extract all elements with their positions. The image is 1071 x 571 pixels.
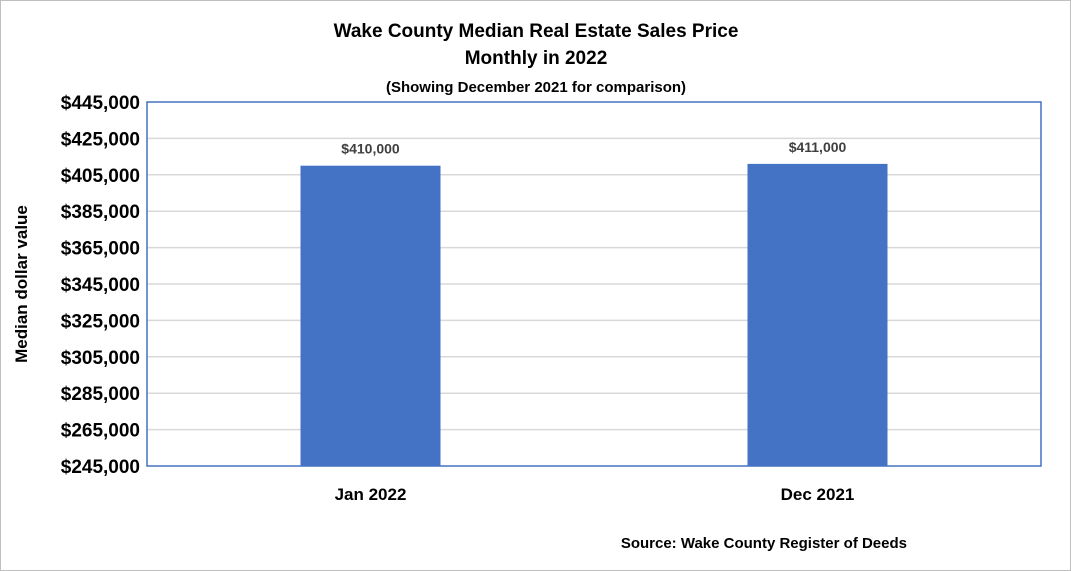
bar xyxy=(747,163,888,466)
data-label: $410,000 xyxy=(341,141,400,157)
data-label: $411,000 xyxy=(789,139,847,155)
y-tick-label: $445,000 xyxy=(61,93,140,114)
chart-title: Wake County Median Real Estate Sales Pri… xyxy=(334,21,739,42)
bar xyxy=(300,165,441,466)
y-tick-label: $305,000 xyxy=(61,348,140,369)
y-tick-label: $265,000 xyxy=(61,421,140,442)
source-note: Source: Wake County Register of Deeds xyxy=(621,535,907,552)
y-tick-label: $285,000 xyxy=(61,384,140,405)
y-tick-label: $405,000 xyxy=(61,166,140,187)
y-tick-label: $325,000 xyxy=(61,311,140,332)
y-tick-label: $425,000 xyxy=(61,129,140,150)
x-tick-label: Jan 2022 xyxy=(335,485,407,504)
y-tick-label: $385,000 xyxy=(61,202,140,223)
chart-subtitle: (Showing December 2021 for comparison) xyxy=(386,79,686,96)
plot-area-border xyxy=(146,101,1042,467)
y-axis-label: Median dollar value xyxy=(12,205,31,363)
x-tick-label: Dec 2021 xyxy=(781,485,855,504)
y-tick-label: $245,000 xyxy=(61,457,140,478)
chart-title-line2: Monthly in 2022 xyxy=(465,48,608,69)
y-tick-label: $345,000 xyxy=(61,275,140,296)
y-tick-label: $365,000 xyxy=(61,239,140,260)
